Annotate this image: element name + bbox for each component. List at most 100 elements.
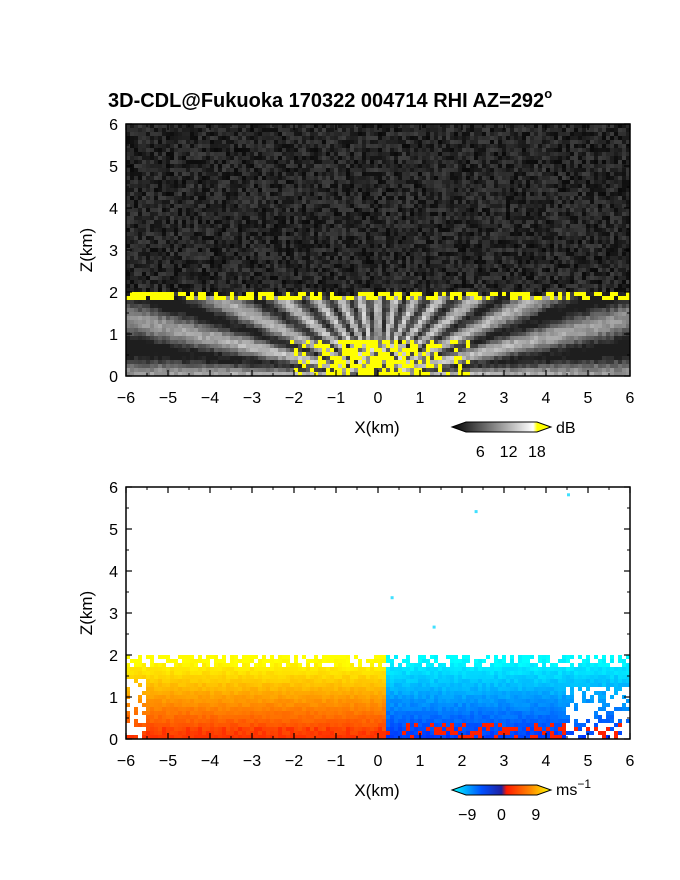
backscatter-cell (486, 208, 490, 212)
backscatter-cell (502, 148, 506, 152)
backscatter-cell (130, 136, 134, 140)
backscatter-cell (286, 216, 290, 220)
backscatter-cell (486, 144, 490, 148)
backscatter-cell (578, 244, 582, 248)
backscatter-cell (594, 184, 598, 188)
backscatter-cell (278, 148, 282, 152)
backscatter-cell (158, 248, 162, 252)
backscatter-cell (142, 136, 146, 140)
backscatter-cell (222, 256, 226, 260)
backscatter-cell (542, 228, 546, 232)
backscatter-cell (622, 264, 626, 268)
backscatter-cell (454, 244, 458, 248)
backscatter-cell (506, 224, 510, 228)
backscatter-cell (166, 140, 170, 144)
backscatter-cell (354, 268, 358, 272)
backscatter-cell (558, 176, 562, 180)
backscatter-cell (502, 180, 506, 184)
backscatter-cell (382, 220, 386, 224)
backscatter-cell (538, 264, 542, 268)
backscatter-cell (398, 124, 402, 128)
backscatter-cell (246, 180, 250, 184)
backscatter-cell (626, 204, 630, 208)
backscatter-cell (154, 176, 158, 180)
backscatter-cell (406, 236, 410, 240)
backscatter-cell (590, 240, 594, 244)
backscatter-cell (394, 244, 398, 248)
backscatter-cell (130, 140, 134, 144)
backscatter-cell (402, 172, 406, 176)
backscatter-cell (506, 200, 510, 204)
backscatter-cell (318, 168, 322, 172)
backscatter-cell (490, 212, 494, 216)
backscatter-cell (194, 256, 198, 260)
backscatter-cell (622, 232, 626, 236)
backscatter-cell (498, 204, 502, 208)
backscatter-cell (178, 152, 182, 156)
backscatter-cell (610, 224, 614, 228)
backscatter-cell (526, 156, 530, 160)
backscatter-cell (338, 124, 342, 128)
backscatter-cell (550, 212, 554, 216)
backscatter-cell (442, 272, 446, 276)
backscatter-cell (374, 152, 378, 156)
backscatter-cell (418, 176, 422, 180)
backscatter-cell (390, 280, 394, 284)
backscatter-cell (602, 204, 606, 208)
backscatter-cell (302, 176, 306, 180)
backscatter-cell (506, 196, 510, 200)
backscatter-cell (430, 264, 434, 268)
backscatter-cell (562, 216, 566, 220)
backscatter-cell (494, 212, 498, 216)
backscatter-cell (146, 176, 150, 180)
backscatter-cell (366, 280, 370, 284)
backscatter-cell (294, 176, 298, 180)
backscatter-cell (250, 236, 254, 240)
backscatter-cell (406, 140, 410, 144)
backscatter-cell (154, 268, 158, 272)
backscatter-cell (466, 124, 470, 128)
backscatter-cell (542, 132, 546, 136)
backscatter-cell (414, 232, 418, 236)
backscatter-cell (554, 228, 558, 232)
backscatter-cell (466, 228, 470, 232)
backscatter-cell (178, 260, 182, 264)
backscatter-cell (226, 160, 230, 164)
backscatter-cell (270, 180, 274, 184)
backscatter-cell (394, 252, 398, 256)
backscatter-cell (290, 208, 294, 212)
backscatter-cell (270, 172, 274, 176)
backscatter-cell (234, 124, 238, 128)
backscatter-cell (450, 276, 454, 280)
backscatter-cell (238, 240, 242, 244)
backscatter-cell (234, 192, 238, 196)
backscatter-cell (358, 220, 362, 224)
backscatter-cell (446, 272, 450, 276)
backscatter-cell (626, 188, 630, 192)
backscatter-cell (486, 172, 490, 176)
backscatter-cell (186, 160, 190, 164)
backscatter-cell (178, 188, 182, 192)
backscatter-cell (434, 208, 438, 212)
backscatter-cell (186, 176, 190, 180)
backscatter-cell (490, 216, 494, 220)
backscatter-cell (186, 188, 190, 192)
backscatter-cell (622, 252, 626, 256)
backscatter-cell (394, 128, 398, 132)
backscatter-cell (218, 140, 222, 144)
backscatter-cell (394, 192, 398, 196)
backscatter-cell (210, 204, 214, 208)
backscatter-cell (594, 236, 598, 240)
backscatter-cell (358, 256, 362, 260)
backscatter-cell (222, 164, 226, 168)
backscatter-cell (510, 176, 514, 180)
backscatter-cell (518, 220, 522, 224)
backscatter-cell (434, 160, 438, 164)
backscatter-cell (274, 260, 278, 264)
backscatter-cell (234, 208, 238, 212)
backscatter-cell (278, 164, 282, 168)
backscatter-cell (422, 224, 426, 228)
backscatter-cell (546, 220, 550, 224)
backscatter-cell (574, 160, 578, 164)
backscatter-cell (478, 276, 482, 280)
